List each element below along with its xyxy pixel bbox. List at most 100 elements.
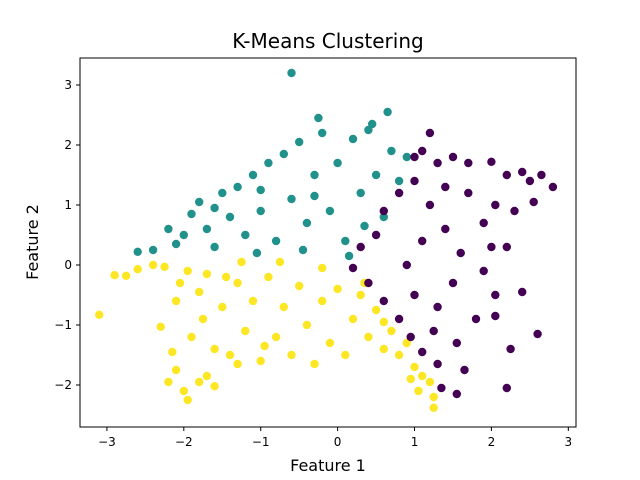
scatter-point-c2-25 — [460, 365, 469, 375]
scatter-point-c1-14 — [248, 170, 258, 180]
scatter-point-c1-44 — [360, 221, 369, 231]
scatter-point-c0-41 — [371, 305, 381, 315]
scatter-point-c0-28 — [271, 332, 281, 342]
x-tick-label: 3 — [564, 435, 572, 449]
scatter-point-c0-56 — [275, 257, 285, 267]
scatter-point-c2-21 — [491, 311, 500, 321]
scatter-point-c0-38 — [348, 314, 358, 324]
x-tick-label: 0 — [334, 435, 342, 449]
scatter-point-c0-29 — [279, 302, 288, 312]
y-tick-label: 1 — [64, 198, 72, 212]
scatter-point-c2-26 — [437, 383, 446, 393]
scatter-point-c1-21 — [302, 218, 312, 228]
scatter-point-c1-18 — [279, 149, 288, 159]
scatter-point-c1-1 — [133, 247, 142, 256]
scatter-point-c0-40 — [364, 332, 373, 342]
scatter-point-c2-17 — [502, 242, 511, 252]
scatter-point-c0-14 — [175, 278, 185, 288]
scatter-point-c2-34 — [348, 263, 358, 273]
scatter-point-c1-0 — [287, 68, 296, 78]
scatter-point-c2-29 — [418, 347, 427, 357]
scatter-point-c1-4 — [171, 239, 181, 249]
scatter-point-c2-2 — [418, 146, 427, 156]
scatter-point-c2-0 — [425, 128, 435, 138]
scatter-point-c2-50 — [452, 338, 461, 348]
scatter-point-c2-13 — [510, 206, 519, 216]
scatter-point-c2-39 — [410, 176, 419, 186]
scatter-point-c0-42 — [379, 344, 388, 354]
scatter-point-c0-27 — [264, 272, 273, 282]
y-tick-label: 2 — [64, 138, 72, 152]
scatter-point-c0-1 — [110, 271, 119, 280]
scatter-point-c0-6 — [156, 322, 165, 331]
scatter-point-c0-3 — [133, 265, 142, 274]
scatter-points — [95, 68, 558, 412]
scatter-point-c1-37 — [368, 119, 377, 129]
scatter-point-c0-47 — [418, 371, 427, 381]
scatter-point-c0-55 — [237, 257, 246, 267]
scatter-point-c0-9 — [179, 386, 188, 396]
scatter-point-c1-8 — [202, 224, 212, 234]
scatter-point-c1-29 — [364, 125, 373, 135]
scatter-point-c1-19 — [287, 194, 296, 204]
scatter-point-c0-23 — [233, 278, 242, 288]
x-tick-label: 1 — [411, 435, 419, 449]
scatter-point-c2-38 — [394, 188, 404, 198]
scatter-point-c2-33 — [364, 278, 373, 288]
scatter-point-c1-38 — [256, 185, 265, 195]
scatter-point-c0-37 — [341, 350, 350, 360]
scatter-point-c1-41 — [298, 245, 308, 255]
scatter-point-c0-45 — [402, 338, 411, 348]
scatter-point-c2-18 — [479, 266, 488, 276]
scatter-point-c2-7 — [502, 170, 511, 180]
scatter-point-c1-42 — [252, 248, 262, 258]
scatter-point-c1-43 — [310, 191, 319, 201]
scatter-point-c2-43 — [448, 278, 458, 288]
scatter-point-c1-16 — [264, 158, 273, 168]
scatter-point-c0-50 — [429, 403, 438, 412]
scatter-point-c0-7 — [164, 377, 173, 387]
scatter-point-c1-33 — [394, 176, 404, 186]
scatter-point-c2-27 — [452, 389, 461, 399]
scatter-point-c2-36 — [371, 230, 381, 240]
scatter-point-c0-54 — [202, 269, 212, 279]
scatter-point-c2-28 — [433, 359, 442, 369]
scatter-point-c1-20 — [295, 137, 304, 147]
scatter-point-c1-11 — [225, 212, 235, 222]
scatter-point-c2-46 — [402, 260, 411, 270]
scatter-point-c0-10 — [183, 395, 192, 405]
scatter-point-c2-15 — [479, 218, 488, 228]
scatter-point-c2-41 — [441, 224, 450, 234]
scatter-point-c2-48 — [464, 188, 473, 198]
x-tick-label: −2 — [175, 435, 193, 449]
scatter-point-c2-51 — [441, 182, 450, 192]
scatter-point-c0-0 — [95, 310, 104, 319]
scatter-point-c1-24 — [325, 206, 335, 216]
scatter-point-c2-1 — [410, 152, 419, 162]
scatter-point-c2-19 — [491, 290, 500, 300]
scatter-point-c2-23 — [533, 329, 542, 339]
scatter-point-c2-10 — [537, 170, 546, 180]
scatter-point-c0-19 — [187, 332, 196, 342]
scatter-point-c0-34 — [318, 296, 327, 306]
scatter-point-c1-9 — [210, 242, 219, 252]
scatter-point-c0-51 — [414, 386, 423, 396]
scatter-point-c2-12 — [529, 197, 538, 207]
scatter-point-c2-16 — [487, 242, 496, 252]
scatter-point-c0-15 — [171, 296, 181, 306]
scatter-point-c1-6 — [187, 209, 196, 219]
scatter-point-c1-30 — [371, 170, 381, 180]
scatter-point-c0-46 — [410, 362, 419, 372]
y-tick-label: 0 — [64, 258, 72, 272]
scatter-point-c1-3 — [164, 224, 173, 234]
scatter-point-c0-53 — [233, 359, 242, 369]
scatter-point-c1-40 — [344, 251, 354, 261]
scatter-point-c0-8 — [171, 365, 181, 375]
scatter-point-c1-25 — [333, 158, 342, 168]
scatter-point-c2-11 — [548, 182, 558, 192]
scatter-point-c1-22 — [310, 170, 319, 180]
scatter-point-c0-31 — [295, 281, 304, 291]
scatter-point-c0-4 — [148, 260, 158, 270]
y-tick-label: −1 — [54, 318, 72, 332]
